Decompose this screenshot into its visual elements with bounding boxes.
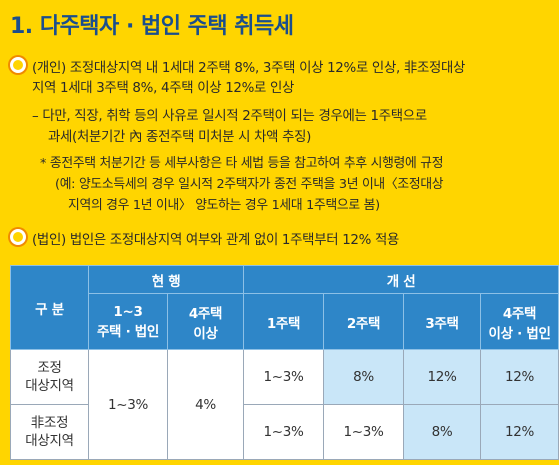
page-title: 1. 다주택자 · 법인 주택 취득세	[10, 14, 294, 39]
header-improve-4plus: 4주택 이상 · 법인	[480, 293, 559, 350]
bullet-corporate: (법인) 법인은 조정대상지역 여부와 관계 없이 1주택부터 12% 적용	[10, 229, 399, 251]
header-current-4plus: 4주택 이상	[166, 293, 245, 350]
bullet-ring-icon	[10, 57, 26, 73]
header-improve-1: 1주택	[243, 293, 325, 350]
table-cell: 1~3%	[243, 349, 325, 405]
row-label-adjusted: 조정 대상지역	[10, 349, 89, 405]
table-row: 非조정 대상지역 1~3% 1~3% 8% 12%	[10, 404, 559, 460]
header-current-1-3: 1~3 주택 · 법인	[88, 293, 168, 350]
footnote-text: * 종전주택 처분기간 등 세부사항은 타 세법 등을 참고하여 추후 시행령에…	[40, 156, 444, 171]
table-cell: 8%	[403, 404, 482, 460]
table-row: 조정 대상지역 1~3% 4% 1~3% 8% 12% 12%	[10, 349, 559, 460]
footnote-text-continued: 지역의 경우 1년 이내〉 양도하는 경우 1세대 1주택으로 봄)	[68, 198, 380, 213]
header-improve-group: 개 선	[243, 265, 559, 294]
table-cell: 12%	[480, 349, 559, 405]
header-improve-3: 3주택	[403, 293, 482, 350]
footnote-text-continued: (예: 양도소득세의 경우 일시적 2주택자가 종전 주택을 3년 이내〈조정대…	[55, 177, 444, 192]
note-text-continued: 과세(처분기간 內 종전주택 미처분 시 차액 추징)	[48, 130, 312, 145]
header-improve-2: 2주택	[323, 293, 405, 350]
table-cell: 12%	[403, 349, 482, 405]
table-cell: 1~3%	[243, 404, 325, 460]
table-cell: 12%	[480, 404, 559, 460]
note-text: – 다만, 직장, 취학 등의 사유로 일시적 2주택이 되는 경우에는 1주택…	[32, 109, 427, 124]
bullet-individual: (개인) 조정대상지역 내 1세대 2주택 8%, 3주택 이상 12%로 인상…	[10, 57, 465, 79]
header-current-group: 현 행	[87, 265, 245, 294]
bullet-ring-icon	[10, 229, 26, 245]
current-value-1-3: 1~3%	[88, 349, 168, 460]
bullet-text: (법인) 법인은 조정대상지역 여부와 관계 없이 1주택부터 12% 적용	[32, 233, 400, 248]
table-cell: 8%	[323, 349, 405, 405]
current-value-4plus: 4%	[166, 349, 245, 460]
row-label-non-adjusted: 非조정 대상지역	[10, 404, 89, 460]
comparison-table-wrapper: 구 분 현 행 개 선 1~3 주택 · 법인 4주택 이상 1주택 2주택 3주택…	[10, 265, 559, 465]
table-cell: 1~3%	[323, 404, 405, 460]
table-corner-header: 구 분	[10, 265, 89, 350]
bullet-text: (개인) 조정대상지역 내 1세대 2주택 8%, 3주택 이상 12%로 인상…	[32, 61, 466, 76]
comparison-table: 구 분 현 행 개 선 1~3 주택 · 법인 4주택 이상 1주택 2주택 3주택…	[10, 265, 559, 460]
bullet-text-continued: 지역 1세대 3주택 8%, 4주택 이상 12%로 인상	[32, 81, 295, 96]
